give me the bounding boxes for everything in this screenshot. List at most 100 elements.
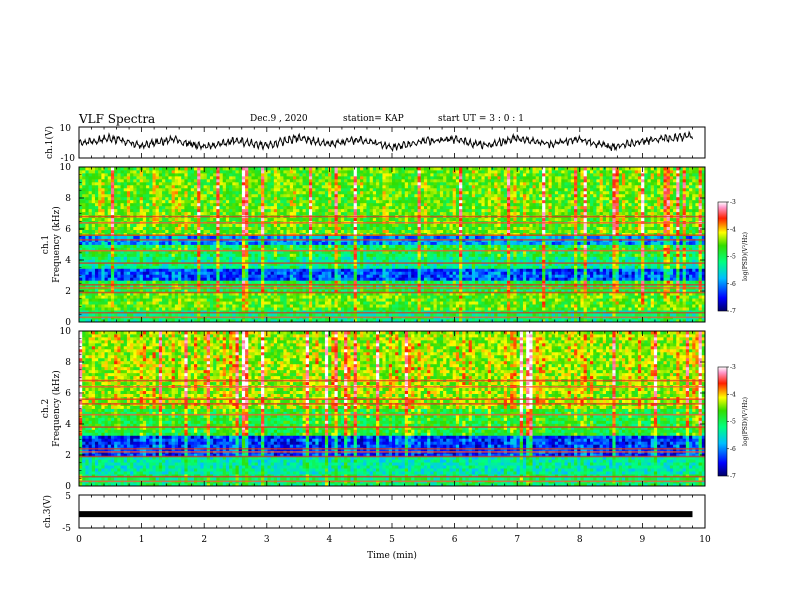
spectrogram-cell — [91, 289, 96, 293]
spectrogram-cell — [625, 277, 629, 281]
spectrogram-cell — [407, 259, 412, 263]
spectrogram-cell — [590, 319, 594, 323]
spectrogram-cell — [158, 319, 163, 323]
spectrogram-cell — [337, 307, 342, 311]
spectrogram-cell — [283, 265, 287, 269]
spectrogram-cell — [439, 280, 444, 284]
spectrogram-cell — [209, 277, 214, 281]
spectrogram-cell — [146, 289, 150, 293]
spectrogram-cell — [344, 319, 348, 323]
spectrogram-cell — [532, 310, 537, 314]
spectrogram-cell — [459, 280, 463, 284]
spectrogram-cell — [545, 292, 549, 296]
spectrogram-cell — [583, 295, 588, 299]
spectrogram-cell — [308, 244, 313, 248]
spectrogram-cell — [439, 295, 444, 299]
spectrogram-cell — [193, 310, 198, 314]
spectrogram-cell — [647, 307, 652, 311]
spectrogram-cell — [158, 295, 163, 299]
spectrogram-cell — [574, 295, 578, 299]
spectrogram-cell — [209, 256, 214, 260]
spectrogram-cell — [433, 313, 438, 317]
spectrogram-cell — [468, 298, 473, 302]
spectrogram-cell — [436, 313, 441, 317]
spectrogram-cell — [580, 280, 585, 284]
spectrogram-cell — [382, 319, 387, 323]
spectrogram-cell — [133, 304, 137, 308]
spectrogram-cell — [570, 304, 575, 308]
spectrogram-cell — [261, 289, 265, 293]
spectrogram-cell — [142, 274, 147, 278]
spectrogram-cell — [484, 271, 489, 275]
spectrogram-cell — [689, 310, 693, 314]
spectrogram-cell — [404, 268, 409, 272]
spectrogram-cell — [114, 313, 118, 317]
spectrogram-cell — [583, 292, 588, 296]
spectrogram-cell — [347, 310, 351, 314]
spectrogram-cell — [577, 256, 581, 260]
spectrogram-cell — [267, 265, 272, 269]
spectrogram-cell — [574, 271, 578, 275]
spectrogram-cell — [427, 277, 431, 281]
spectrogram-cell — [324, 298, 329, 302]
spectrogram-cell — [98, 259, 102, 263]
spectrogram-cell — [85, 265, 89, 269]
spectrogram-cell — [641, 271, 645, 275]
spectrogram-cell — [599, 274, 604, 278]
spectrogram-cell — [222, 253, 227, 257]
spectrogram-cell — [570, 253, 575, 257]
spectrogram-cell — [446, 304, 450, 308]
spectrogram-cell — [235, 274, 240, 278]
spectrogram-cell — [449, 256, 454, 260]
spectrogram-cell — [676, 292, 680, 296]
spectrogram-cell — [248, 289, 252, 293]
spectrogram-cell — [280, 295, 284, 299]
spectrogram-cell — [91, 277, 96, 281]
spectrogram-cell — [155, 256, 160, 260]
spectrogram-cell — [637, 292, 642, 296]
spectrogram-cell — [385, 304, 390, 308]
spectrogram-cell — [91, 280, 96, 284]
spectrogram-cell — [347, 244, 351, 248]
spectrogram-cell — [372, 319, 377, 323]
spectrogram-cell — [468, 280, 473, 284]
spectrogram-cell — [459, 268, 463, 272]
spectrogram-cell — [602, 310, 607, 314]
spectrogram-cell — [299, 292, 303, 296]
spectrogram-cell — [500, 310, 505, 314]
spectrogram-cell — [605, 289, 610, 293]
spectrogram-cell — [481, 265, 486, 269]
spectrogram-cell — [286, 280, 291, 284]
spectrogram-cell — [433, 253, 438, 257]
spectrogram-cell — [420, 277, 425, 281]
spectrogram-cell — [452, 310, 457, 314]
spectrogram-cell — [312, 274, 316, 278]
spectrogram-cell — [222, 256, 227, 260]
spectrogram-cell — [653, 301, 658, 305]
spectrogram-cell — [388, 280, 393, 284]
spectrogram-cell — [257, 256, 262, 260]
spectrogram-cell — [522, 271, 527, 275]
spectrogram-cell — [593, 274, 597, 278]
spectrogram-cell — [152, 304, 157, 308]
spectrogram-cell — [219, 307, 224, 311]
spectrogram-cell — [315, 304, 319, 308]
spectrogram-cell — [372, 304, 377, 308]
spectrogram-cell — [650, 304, 655, 308]
spectrogram-cell — [513, 295, 517, 299]
spectrogram-cell — [366, 319, 371, 323]
spectrogram-cell — [631, 307, 636, 311]
spectrogram-cell — [219, 298, 224, 302]
spectrogram-cell — [676, 301, 680, 305]
spectrogram-cell — [679, 289, 684, 293]
spectrogram-cell — [94, 256, 99, 260]
spectrogram-cell — [200, 253, 204, 257]
spectrogram-cell — [506, 298, 511, 302]
spectrogram-cell — [264, 268, 268, 272]
spectrogram-cell — [308, 304, 313, 308]
spectrogram-cell — [455, 292, 460, 296]
spectrogram-cell — [292, 259, 297, 263]
spectrogram-cell — [494, 310, 498, 314]
spectrogram-cell — [114, 244, 118, 248]
spectrogram-cell — [414, 319, 418, 323]
